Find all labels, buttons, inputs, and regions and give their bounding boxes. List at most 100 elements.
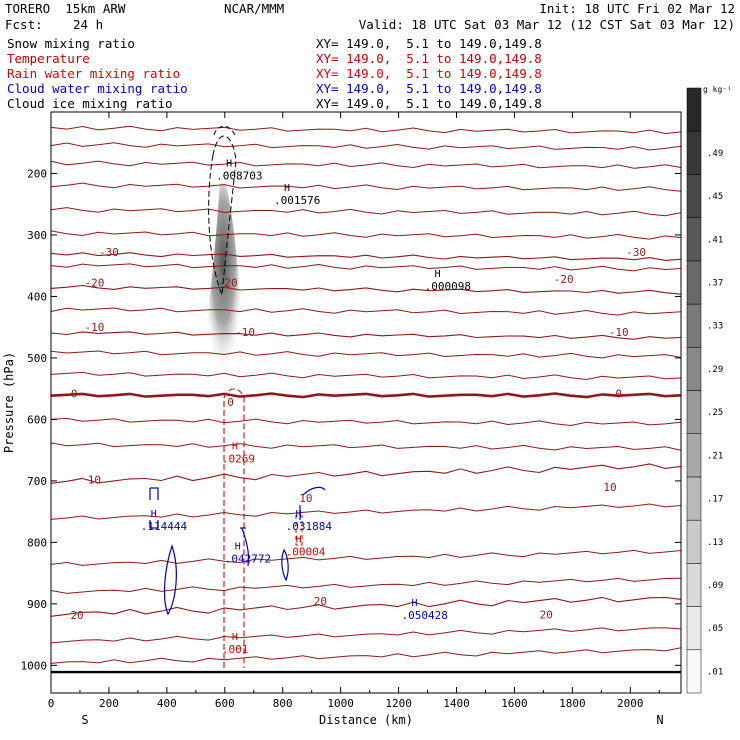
- x-tick-label: 600: [215, 697, 235, 710]
- colorbar-tick-label: .25: [707, 408, 723, 418]
- x-axis-title: Distance (km): [319, 713, 413, 727]
- colorbar-tick-label: .17: [707, 495, 723, 505]
- isotherm-line: [50, 207, 682, 217]
- x-tick-label: 800: [273, 697, 293, 710]
- cloud-water-contour: [281, 548, 289, 582]
- max-value-label: .001576: [274, 194, 320, 207]
- max-value-label: .001: [222, 643, 249, 656]
- y-axis-title: Pressure (hPa): [2, 352, 16, 453]
- max-value-label: .042772: [225, 553, 271, 566]
- max-value-label: .050428: [401, 609, 447, 622]
- isotherm-label--10: -10: [235, 326, 255, 339]
- max-marker-h: H: [151, 509, 157, 520]
- legend-snow: Snow mixing ratio: [7, 36, 135, 51]
- x-tick-label: 400: [157, 697, 177, 710]
- plot-frame: [50, 111, 682, 694]
- x-tick-label: 0: [48, 697, 55, 710]
- max-value-label: .008703: [216, 169, 262, 182]
- colorbar-segment: [686, 303, 702, 348]
- isotherm-line: [50, 307, 682, 316]
- isotherm-line: [50, 230, 682, 240]
- y-tick-label: 500: [27, 352, 47, 365]
- max-value-label: .0269: [222, 452, 255, 465]
- colorbar-tick-label: .13: [707, 538, 723, 548]
- max-marker-h: H: [284, 183, 290, 194]
- xy-snow: XY= 149.0, 5.1 to 149.0,149.8: [316, 36, 542, 51]
- isotherm-line: [50, 371, 682, 381]
- colorbar-segment: [686, 476, 702, 521]
- isotherm--20: [50, 284, 682, 295]
- y-tick-label: 700: [27, 475, 47, 488]
- legend-rain: Rain water mixing ratio: [7, 66, 181, 81]
- isotherm-label--30: -30: [626, 246, 646, 259]
- colorbar-segment: [686, 87, 702, 132]
- isotherm-label-20: 20: [314, 595, 327, 608]
- x-tick-label: 1600: [501, 697, 528, 710]
- x-tick-label: 2000: [617, 697, 644, 710]
- isotherm-label-0: 0: [227, 396, 234, 409]
- xy-cloud-ice: XY= 149.0, 5.1 to 149.0,149.8: [316, 96, 542, 111]
- rain-contour-small: [295, 515, 303, 546]
- colorbar-segment: [686, 433, 702, 478]
- cloud-water-contour: [163, 544, 177, 616]
- x-tick-label: 1000: [327, 697, 354, 710]
- snow-contour: [208, 135, 237, 296]
- y-tick-label: 400: [27, 290, 47, 303]
- y-tick-label: 900: [27, 598, 47, 611]
- isotherm-label--20: -20: [554, 273, 574, 286]
- y-tick-label: 1000: [21, 659, 48, 672]
- isotherm-label--10: -10: [609, 326, 629, 339]
- forecast-hours: 24 h: [73, 17, 104, 32]
- isotherm-label-10: 10: [299, 492, 312, 505]
- snow-contour-top: [213, 125, 237, 139]
- cloud-water-contour: [149, 487, 159, 529]
- x-tick-label: 1200: [385, 697, 412, 710]
- max-marker-h: H: [296, 535, 302, 546]
- max-marker-h: H: [226, 158, 232, 169]
- max-marker-h: H: [435, 269, 441, 280]
- cloud-ice-plume: [201, 183, 245, 408]
- isotherm-line: [50, 647, 682, 664]
- max-value-label: .031884: [286, 520, 333, 533]
- x-tick-label: 1400: [443, 697, 470, 710]
- isotherm-line: [50, 182, 682, 192]
- isotherm-label--10: -10: [85, 321, 105, 334]
- colorbar-segment: [686, 519, 702, 564]
- isotherm-label-0: 0: [71, 388, 78, 401]
- max-marker-h: H: [232, 632, 238, 643]
- isotherm-label-20: 20: [70, 609, 83, 622]
- x-tick-label: 1800: [559, 697, 586, 710]
- isotherm-0: [50, 392, 682, 399]
- x-tick-label: 200: [99, 697, 119, 710]
- colorbar-unit: g kg⁻¹: [703, 85, 732, 94]
- colorbar-tick-label: .37: [707, 278, 723, 288]
- isotherm-line: [50, 417, 682, 427]
- legend-cloud-ice: Cloud ice mixing ratio: [7, 96, 173, 111]
- xy-rain: XY= 149.0, 5.1 to 149.0,149.8: [316, 66, 542, 81]
- isotherm-line: [50, 263, 682, 272]
- legend-temperature: Temperature: [7, 51, 90, 66]
- x-end-label-south: S: [81, 713, 88, 727]
- max-marker-h: H: [232, 441, 238, 452]
- max-marker-h: H: [411, 598, 417, 609]
- colorbar-tick-label: .01: [707, 667, 723, 677]
- valid-time: Valid: 18 UTC Sat 03 Mar 12 (12 CST Sat …: [358, 17, 735, 32]
- x-end-label-north: N: [656, 713, 663, 727]
- colorbar-tick-label: .21: [707, 451, 723, 461]
- xy-cloud-water: XY= 149.0, 5.1 to 149.0,149.8: [316, 81, 542, 96]
- legend-cloud-water: Cloud water mixing ratio: [7, 81, 188, 96]
- center-name: NCAR/MMM: [224, 1, 285, 16]
- isotherm-line: [50, 503, 682, 520]
- isotherm-label--20: -20: [218, 276, 238, 289]
- colorbar-segment: [686, 347, 702, 391]
- isotherm-line: [50, 627, 682, 644]
- isotherm-10: [50, 463, 682, 484]
- max-value-label: .114444: [141, 520, 188, 533]
- colorbar-tick-label: .41: [707, 235, 723, 245]
- isotherm-line: [50, 577, 682, 594]
- isotherm-line: [50, 160, 682, 169]
- cloud-water-contour: [240, 527, 250, 567]
- colorbar-segment: [686, 606, 702, 651]
- colorbar-segment: [686, 260, 702, 305]
